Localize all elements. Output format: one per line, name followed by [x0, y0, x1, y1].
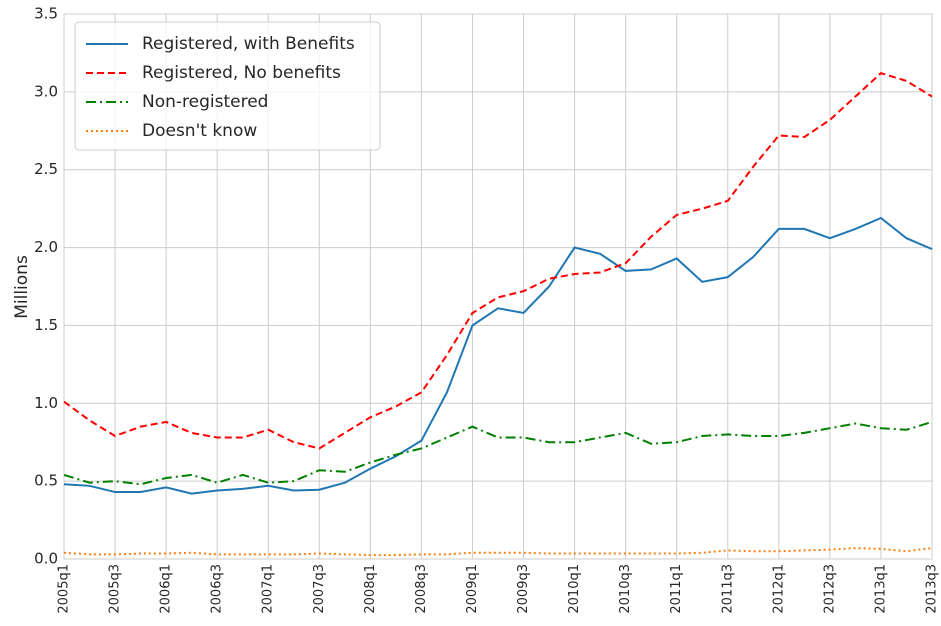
x-tick-label: 2006q3: [210, 564, 225, 614]
legend-box: [74, 21, 381, 151]
x-tick-label: 2007q1: [261, 564, 276, 614]
x-tick-label: 2011q1: [669, 564, 684, 614]
legend-label: Registered, No benefits: [142, 63, 341, 83]
x-tick-label: 2011q3: [720, 564, 735, 614]
x-tick-label: 2006q1: [159, 564, 174, 614]
x-tick-label: 2007q3: [312, 564, 327, 614]
data-line: [63, 216, 933, 495]
x-tick-label: 2012q3: [822, 564, 837, 614]
data-line: [63, 547, 933, 557]
y-tick-label: 0.5: [34, 472, 58, 490]
x-tick-label: 2010q1: [567, 564, 582, 614]
x-tick-label: 2009q1: [465, 564, 480, 614]
x-tick-label: 2009q3: [516, 564, 531, 614]
x-tick-label: 2013q3: [925, 564, 940, 614]
x-tick-label: 2005q1: [57, 564, 72, 614]
x-tick-label: 2012q1: [771, 564, 786, 614]
legend-label: Non-registered: [142, 92, 268, 112]
plot-frame: [63, 13, 933, 560]
y-tick-label: 2.5: [34, 160, 58, 178]
data-line: [63, 421, 933, 486]
x-tick-label: 2008q3: [414, 564, 429, 614]
legend-label: Registered, with Benefits: [142, 34, 355, 54]
legend-label: Doesn't know: [142, 121, 257, 141]
x-tick-label: 2008q1: [363, 564, 378, 614]
y-tick-label: 2.0: [34, 238, 58, 256]
y-tick-label: 1.0: [34, 394, 58, 412]
x-tick-label: 2010q3: [618, 564, 633, 614]
y-tick-label: 0.0: [34, 550, 58, 568]
y-tick-label: 3.0: [34, 82, 58, 100]
data-line: [63, 72, 933, 450]
x-tick-label: 2013q1: [873, 564, 888, 614]
y-tick-label: 1.5: [34, 316, 58, 334]
y-tick-label: 3.5: [34, 5, 58, 23]
x-tick-label: 2005q3: [108, 564, 123, 614]
y-axis-label: Millions: [12, 255, 32, 319]
